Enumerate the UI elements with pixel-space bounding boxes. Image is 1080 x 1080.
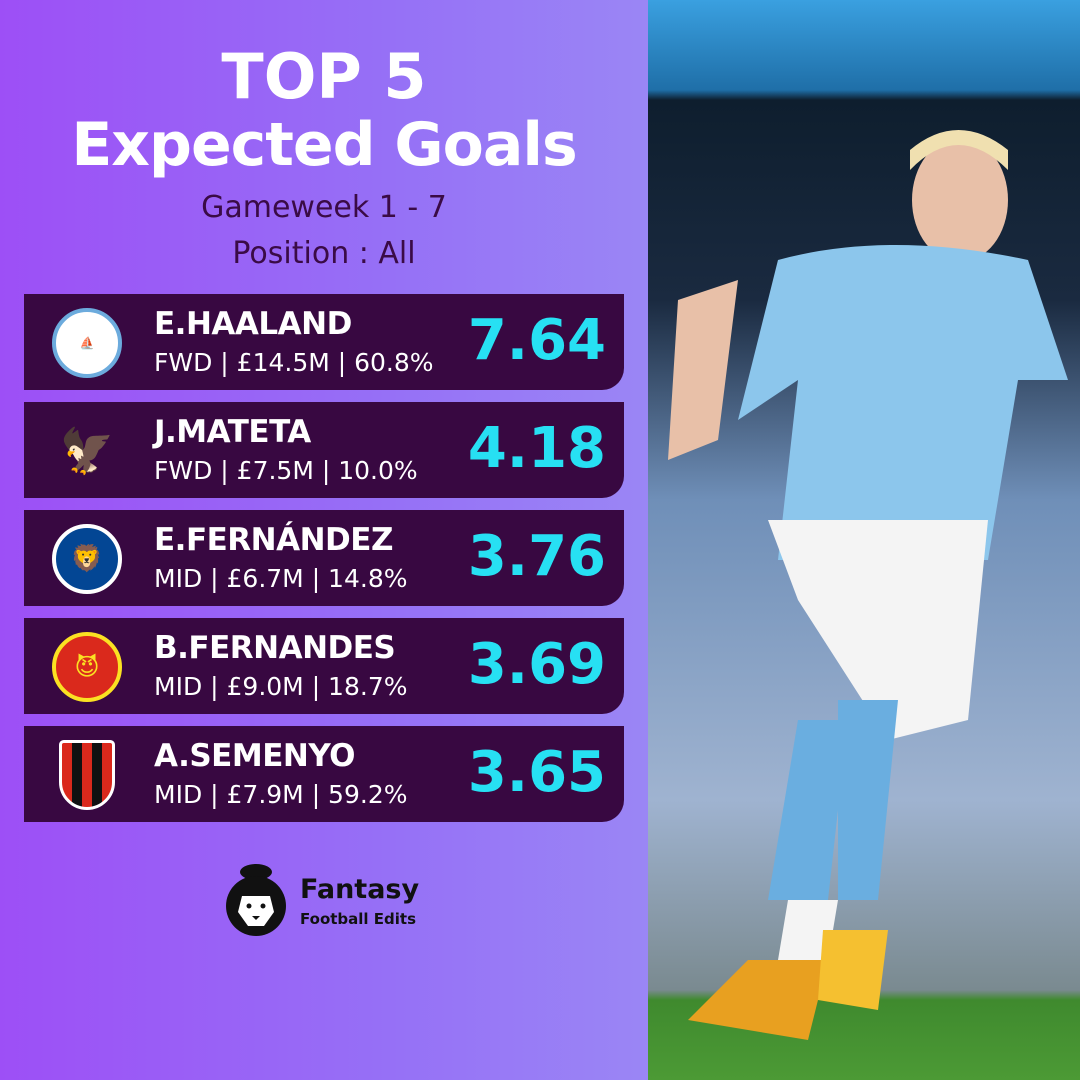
gameweek-label: Gameweek 1 - 7 [201,190,447,225]
title-top5: TOP 5 [221,40,427,113]
position-label: Position : All [232,236,416,271]
player-photo [648,0,1080,1080]
player-row: 😈 B.FERNANDES MID | £9.0M | 18.7% 3.69 [24,618,624,714]
player-info: FWD | £7.5M | 10.0% [154,456,418,485]
brand-logo: Fantasy Football Edits [224,860,444,940]
crystal-palace-crest-icon: 🦅 [59,426,115,477]
player-figure-illustration [668,130,1068,1040]
player-name: J.MATETA [154,414,311,450]
brand-subtitle: Football Edits [300,910,417,928]
player-name: E.HAALAND [154,306,352,342]
xg-value: 4.18 [467,416,606,481]
player-name: E.FERNÁNDEZ [154,522,393,558]
player-row: 🦅 J.MATETA FWD | £7.5M | 10.0% 4.18 [24,402,624,498]
player-info: MID | £6.7M | 14.8% [154,564,408,593]
xg-value: 3.76 [467,524,606,589]
xg-value: 3.69 [467,632,606,697]
player-info: MID | £9.0M | 18.7% [154,672,408,701]
bournemouth-crest-icon [59,740,115,810]
info-panel: TOP 5 Expected Goals Gameweek 1 - 7 Posi… [0,0,648,1080]
player-row: A.SEMENYO MID | £7.9M | 59.2% 3.65 [24,726,624,822]
chelsea-crest-icon: 🦁 [52,524,122,594]
xg-value: 7.64 [467,308,606,373]
player-row: 🦁 E.FERNÁNDEZ MID | £6.7M | 14.8% 3.76 [24,510,624,606]
xg-value: 3.65 [467,740,606,805]
lion-logo-icon [226,864,286,936]
title-metric: Expected Goals [71,110,577,180]
player-name: A.SEMENYO [154,738,356,774]
brand-name: Fantasy [300,874,420,905]
player-row: ⛵ E.HAALAND FWD | £14.5M | 60.8% 7.64 [24,294,624,390]
player-name: B.FERNANDES [154,630,396,666]
player-info: FWD | £14.5M | 60.8% [154,348,434,377]
man-united-crest-icon: 😈 [52,632,122,702]
man-city-crest-icon: ⛵ [52,308,122,378]
player-info: MID | £7.9M | 59.2% [154,780,408,809]
